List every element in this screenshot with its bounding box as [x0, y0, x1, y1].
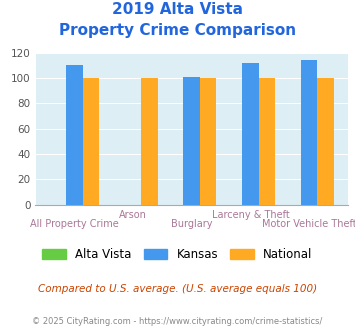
Text: Burglary: Burglary [171, 219, 212, 229]
Text: Property Crime Comparison: Property Crime Comparison [59, 23, 296, 38]
Text: Larceny & Theft: Larceny & Theft [212, 210, 289, 219]
Text: Compared to U.S. average. (U.S. average equals 100): Compared to U.S. average. (U.S. average … [38, 284, 317, 294]
Text: Arson: Arson [119, 210, 147, 219]
Bar [301, 60, 317, 205]
Bar [66, 65, 83, 205]
Text: 2019 Alta Vista: 2019 Alta Vista [112, 2, 243, 16]
Bar [141, 78, 158, 205]
Bar [258, 78, 275, 205]
Text: Motor Vehicle Theft: Motor Vehicle Theft [262, 219, 355, 229]
Bar [242, 63, 258, 205]
Bar [317, 78, 334, 205]
Text: All Property Crime: All Property Crime [30, 219, 119, 229]
Text: © 2025 CityRating.com - https://www.cityrating.com/crime-statistics/: © 2025 CityRating.com - https://www.city… [32, 317, 323, 326]
Bar [83, 78, 99, 205]
Bar [184, 77, 200, 205]
Bar [200, 78, 216, 205]
Legend: Alta Vista, Kansas, National: Alta Vista, Kansas, National [38, 244, 317, 266]
